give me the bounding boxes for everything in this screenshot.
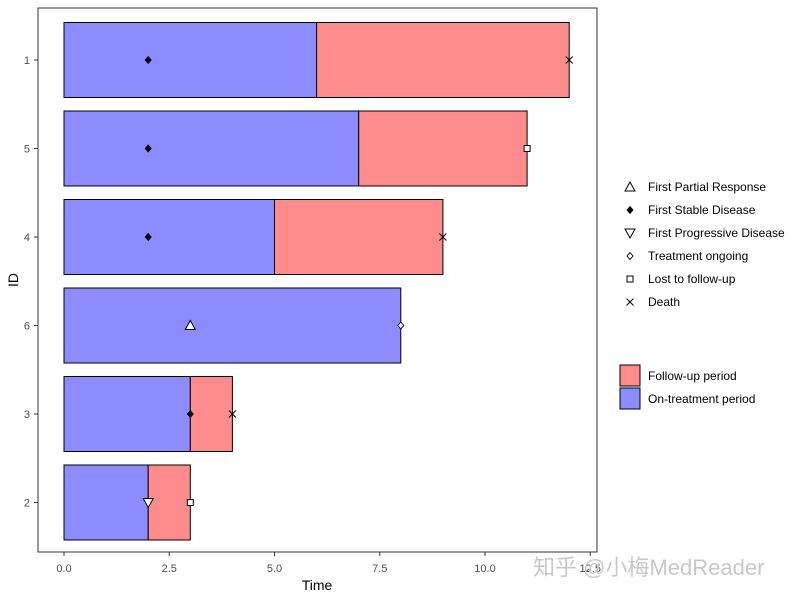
x-tick-label: 5.0 — [267, 563, 282, 575]
event-lost-to-follow-up-id-2 — [186, 499, 194, 506]
y-axis: 1 5 4 6 3 2 — [24, 55, 38, 510]
y-tick-label: 1 — [24, 55, 30, 67]
x-axis-title: Time — [302, 577, 333, 593]
bar-follow-up-period-id-5 — [358, 110, 528, 187]
x-tick-label: 2.5 — [162, 563, 177, 575]
bar-on-treatment-period-id-5 — [63, 110, 360, 187]
legend-label: First Partial Response — [648, 180, 766, 194]
bar-follow-up-period-id-4 — [274, 199, 444, 275]
legend-label: On-treatment period — [648, 392, 755, 406]
bar-on-treatment-period-id-1 — [63, 22, 318, 98]
y-tick-label: 6 — [24, 321, 30, 333]
diamond-icon — [626, 205, 634, 215]
event-first-stable-disease-id-3 — [186, 409, 194, 419]
x-tick-label: 7.5 — [372, 563, 387, 575]
legend-item-on-treatment-period: On-treatment period — [619, 387, 755, 410]
event-first-progressive-disease-id-2 — [142, 498, 155, 509]
x-tick-label: 10.0 — [474, 563, 495, 575]
legend-item-treatment-ongoing: Treatment ongoing — [626, 249, 748, 263]
legend-item-first-progressive-disease: First Progressive Disease — [624, 226, 785, 240]
event-first-stable-disease-id-5 — [144, 144, 152, 153]
x-tick-label: 0.0 — [56, 563, 71, 575]
x-axis: 0.0 2.5 5.0 7.5 10.0 12.5 — [56, 552, 601, 575]
legend-item-first-stable-disease: First Stable Disease — [626, 203, 756, 217]
event-first-stable-disease-id-1 — [144, 55, 152, 65]
bar-on-treatment-period-id-6 — [63, 287, 402, 364]
event-first-stable-disease-id-4 — [144, 232, 152, 242]
event-death-id-3 — [228, 410, 237, 418]
legend-label: Treatment ongoing — [648, 249, 748, 263]
legend-label: Follow-up period — [648, 369, 737, 383]
event-death-id-4 — [439, 233, 447, 241]
events-layer — [142, 55, 574, 509]
bar-follow-up-period-id-2 — [147, 464, 191, 541]
legend-label: First Progressive Disease — [648, 226, 785, 240]
legend-label: First Stable Disease — [648, 203, 756, 217]
y-tick-label: 2 — [24, 498, 30, 510]
cross-icon — [626, 298, 634, 306]
x-tick-label: 12.5 — [580, 563, 601, 575]
event-death-id-1 — [565, 56, 574, 64]
bar-follow-up-period-id-3 — [189, 376, 233, 452]
watermark: 知乎 @小梅MedReader — [533, 555, 764, 580]
legend-markers: First Partial Response First Stable Disea… — [624, 180, 785, 309]
legend-item-follow-up-period: Follow-up period — [619, 364, 737, 387]
y-tick-label: 3 — [24, 409, 30, 421]
bar-on-treatment-period-id-2 — [63, 464, 149, 541]
square-open-icon — [626, 275, 634, 283]
triangle-down-icon — [624, 228, 636, 240]
legend-item-death: Death — [626, 295, 680, 309]
bars-layer — [63, 22, 570, 541]
triangle-up-icon — [624, 180, 636, 192]
legend-label: Death — [648, 295, 680, 309]
legend-label: Lost to follow-up — [648, 272, 736, 286]
bar-follow-up-period-id-1 — [316, 22, 570, 98]
y-tick-label: 4 — [24, 232, 30, 244]
y-tick-label: 5 — [24, 144, 30, 156]
event-treatment-ongoing-id-6 — [397, 321, 405, 330]
legend-swatch — [619, 387, 641, 410]
bar-on-treatment-period-id-4 — [63, 199, 275, 275]
bar-on-treatment-period-id-3 — [63, 376, 191, 452]
event-first-partial-response-id-6 — [184, 319, 197, 330]
diamond-open-icon — [626, 251, 634, 261]
legend-item-lost-to-follow-up: Lost to follow-up — [626, 272, 736, 286]
plot-panel-border — [37, 7, 598, 553]
legend-item-first-partial-response: First Partial Response — [624, 180, 766, 194]
y-axis-title: ID — [5, 273, 21, 287]
legend-swatch — [619, 364, 641, 387]
event-lost-to-follow-up-id-5 — [523, 145, 531, 152]
legend-fills: Follow-up period On-treatment period — [619, 364, 755, 410]
